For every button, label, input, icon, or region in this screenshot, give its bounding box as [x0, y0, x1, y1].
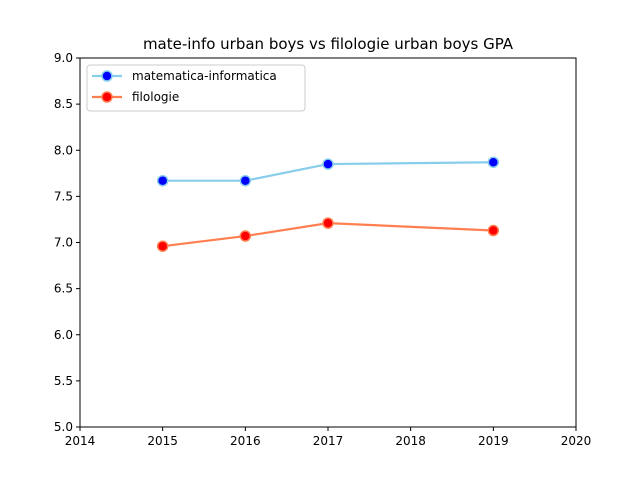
data-point [322, 217, 334, 229]
y-tick-label: 8.0 [54, 143, 73, 157]
y-tick-label: 7.0 [54, 236, 73, 250]
data-point [239, 230, 252, 242]
plot-frame [79, 57, 577, 428]
x-tick-label: 2020 [561, 434, 592, 448]
series-line-1 [162, 222, 494, 248]
chart-title: mate-info urban boys vs filologie urban … [143, 35, 514, 53]
legend-label-0: matematica-informatica [132, 69, 277, 83]
x-tick-label: 2018 [395, 434, 426, 448]
data-point [322, 158, 334, 170]
y-tick-label: 5.0 [54, 420, 73, 434]
data-point [487, 156, 500, 168]
y-tick-label: 6.0 [54, 328, 73, 342]
data-point [487, 224, 500, 237]
data-point [156, 240, 169, 252]
axes-layer: 2014 2015 2016 2017 2018 2019 2020 5.0 5.5 6.0 6.5… [54, 51, 591, 448]
x-tick-label: 2015 [147, 434, 178, 448]
y-tick-label: 5.5 [54, 374, 73, 388]
y-tick-label: 6.5 [54, 282, 73, 296]
x-tick-label: 2017 [313, 434, 344, 448]
x-tick-label: 2016 [230, 434, 261, 448]
legend-marker-0 [101, 70, 113, 82]
data-point [156, 174, 169, 187]
series-layer [156, 156, 500, 252]
legend: matematica-informatica filologie [86, 64, 306, 112]
x-tick-label: 2019 [478, 434, 509, 448]
y-tick-label: 9.0 [54, 51, 73, 65]
legend-marker-1 [101, 91, 113, 103]
legend-label-1: filologie [132, 90, 179, 104]
data-point [239, 174, 252, 187]
x-tick-label: 2014 [65, 434, 96, 448]
series-line-0 [162, 161, 494, 182]
y-tick-label: 8.5 [54, 97, 73, 111]
legend-box [86, 64, 306, 112]
y-tick-label: 7.5 [54, 189, 73, 203]
